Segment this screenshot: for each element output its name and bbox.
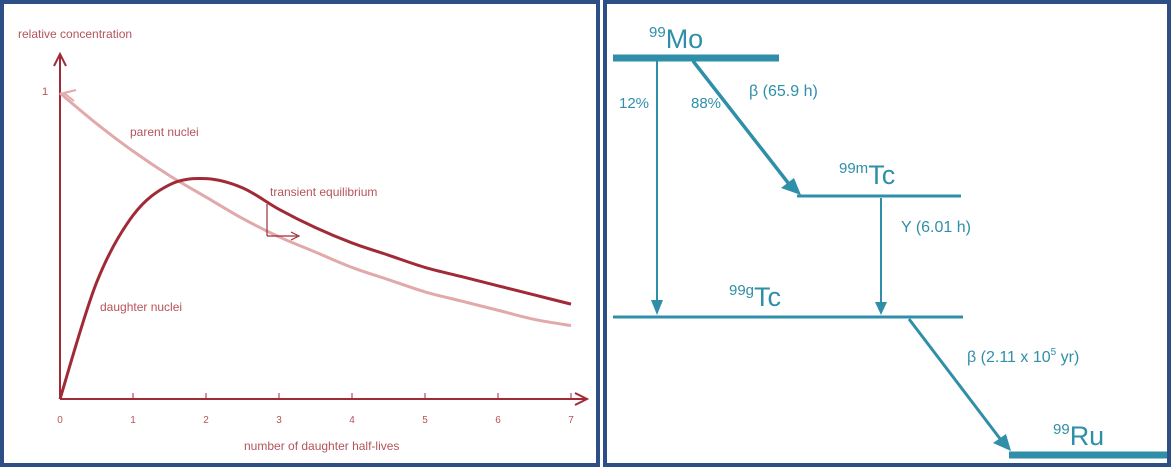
ru99-symbol: Ru: [1070, 421, 1105, 451]
beta-mo-arrowhead: [781, 178, 801, 195]
y-tick-label-one: 1: [42, 86, 48, 98]
branch-12-arrowhead: [651, 300, 663, 315]
branch-12-label: 12%: [619, 95, 649, 112]
tc99m-mass: 99m: [839, 160, 868, 177]
ru99-label: 99Ru: [1053, 421, 1104, 451]
parent-nuclei-curve: [59, 91, 572, 328]
transient-equilibrium-label: transient equilibrium: [270, 185, 377, 199]
gamma-arrowhead: [875, 302, 887, 315]
equilibrium-arrowhead: [290, 231, 301, 241]
transient-equilibrium-graph: 0 1 2 3 4 5 6 7 relative concentration 1 number…: [18, 27, 590, 453]
tc99g-mass: 99g: [729, 282, 754, 299]
mo99-label: 99Mo: [649, 24, 703, 54]
x-tick-label: 2: [203, 415, 209, 426]
tc99g-label: 99gTc: [729, 282, 781, 312]
ru99-mass: 99: [1053, 421, 1070, 438]
transient-equilibrium-panel: 0 1 2 3 4 5 6 7 relative concentration 1 number…: [0, 0, 600, 467]
decay-scheme-panel: 99Mo 99mTc 99gTc 99Ru 12% 88% β (65.9 h)…: [603, 0, 1171, 467]
mo99-mass: 99: [649, 24, 666, 41]
x-tick-label: 7: [568, 415, 574, 426]
x-tick-labels: 0 1 2 3 4 5 6 7: [57, 415, 574, 426]
beta-tc-arrow: [907, 318, 1003, 441]
beta-tc-arrowhead: [993, 434, 1011, 451]
y-axis-label: relative concentration: [18, 27, 132, 41]
x-tick-label: 6: [495, 415, 501, 426]
tc99m-label: 99mTc: [839, 160, 895, 190]
mo99-symbol: Mo: [666, 24, 704, 54]
beta-tc-exponent: 5: [1051, 347, 1057, 358]
x-tick-label: 4: [349, 415, 355, 426]
tc99g-symbol: Tc: [754, 282, 781, 312]
x-axis-label: number of daughter half-lives: [244, 439, 399, 453]
tc99m-symbol: Tc: [868, 160, 895, 190]
x-axis-arrowhead: [574, 392, 590, 406]
beta-mo-arrow: [691, 59, 791, 186]
x-tick-label: 1: [130, 415, 136, 426]
branch-88-label: 88%: [691, 95, 721, 112]
decay-scheme-diagram: 99Mo 99mTc 99gTc 99Ru 12% 88% β (65.9 h)…: [613, 24, 1167, 459]
x-tick-label: 0: [57, 415, 63, 426]
beta-tc-prefix: β (2.11 x 10: [967, 349, 1051, 366]
beta-tc-label: β (2.11 x 105 yr): [967, 347, 1079, 366]
daughter-nuclei-label: daughter nuclei: [100, 300, 182, 314]
beta-tc-suffix: yr): [1056, 349, 1079, 366]
y-axis-arrowhead: [53, 51, 67, 67]
daughter-nuclei-curve: [58, 177, 572, 400]
parent-nuclei-label: parent nuclei: [130, 125, 199, 139]
beta-mo-label: β (65.9 h): [749, 83, 818, 100]
gamma-tc-label: Y (6.01 h): [901, 219, 971, 236]
x-tick-label: 3: [276, 415, 282, 426]
x-tick-label: 5: [422, 415, 428, 426]
parent-start-arrowhead: [61, 89, 77, 102]
